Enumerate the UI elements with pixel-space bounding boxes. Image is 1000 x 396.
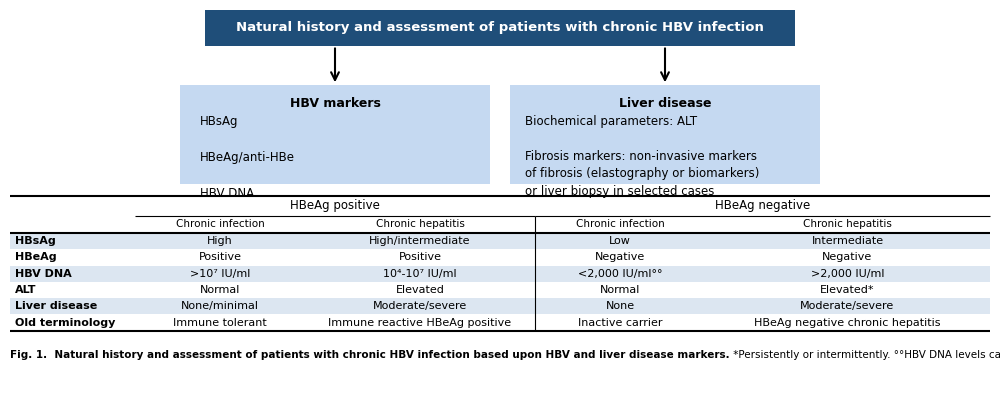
Text: HBeAg positive: HBeAg positive [290,199,380,212]
Text: Chronic infection: Chronic infection [176,219,264,229]
Text: HBV DNA: HBV DNA [15,269,72,279]
Text: Inactive carrier: Inactive carrier [578,318,662,327]
Text: 10⁴-10⁷ IU/ml: 10⁴-10⁷ IU/ml [383,269,457,279]
Text: HBeAg negative: HBeAg negative [715,199,810,212]
Text: Positive: Positive [399,252,442,263]
Text: Liver disease: Liver disease [15,301,97,311]
Text: HBeAg negative chronic hepatitis: HBeAg negative chronic hepatitis [754,318,941,327]
Text: >2,000 IU/ml: >2,000 IU/ml [811,269,884,279]
Text: Elevated*: Elevated* [820,285,875,295]
Text: Moderate/severe: Moderate/severe [373,301,467,311]
Text: HBsAg: HBsAg [15,236,56,246]
Text: Natural history and assessment of patients with chronic HBV infection: Natural history and assessment of patien… [236,21,764,34]
Text: HBsAg

HBeAg/anti-HBe

HBV DNA: HBsAg HBeAg/anti-HBe HBV DNA [200,115,295,200]
Text: Elevated: Elevated [396,285,444,295]
Text: Liver disease: Liver disease [619,97,711,110]
Text: None/minimal: None/minimal [181,301,259,311]
Text: None: None [605,301,635,311]
Bar [10,233,990,249]
Text: Fig. 1.  Natural history and assessment of patients with chronic HBV infection b: Fig. 1. Natural history and assessment o… [10,350,730,360]
Text: High: High [207,236,233,246]
Bar [180,85,490,184]
Text: Positive: Positive [198,252,242,263]
Bar [10,266,990,282]
Text: Chronic infection: Chronic infection [576,219,664,229]
Text: Low: Low [609,236,631,246]
Text: *Persistently or intermittently. °°HBV DNA levels can be between 2,000 and 20,00: *Persistently or intermittently. °°HBV D… [730,350,1000,360]
Text: HBV markers: HBV markers [290,97,380,110]
Text: Chronic hepatitis: Chronic hepatitis [376,219,464,229]
Text: Immune reactive HBeAg positive: Immune reactive HBeAg positive [328,318,512,327]
Bar [205,10,795,46]
Text: Negative: Negative [822,252,873,263]
Text: Normal: Normal [200,285,240,295]
Text: ALT: ALT [15,285,36,295]
Text: Chronic hepatitis: Chronic hepatitis [803,219,892,229]
Text: Moderate/severe: Moderate/severe [800,301,895,311]
Text: Negative: Negative [595,252,645,263]
Bar [10,298,990,314]
Text: Immune tolerant: Immune tolerant [173,318,267,327]
Text: <2,000 IU/ml°°: <2,000 IU/ml°° [578,269,662,279]
Text: >10⁷ IU/ml: >10⁷ IU/ml [190,269,250,279]
Text: HBeAg: HBeAg [15,252,57,263]
Text: Intermediate: Intermediate [811,236,884,246]
Text: Normal: Normal [600,285,640,295]
Text: High/intermediate: High/intermediate [369,236,471,246]
Text: Old terminology: Old terminology [15,318,115,327]
Text: Biochemical parameters: ALT

Fibrosis markers: non-invasive markers
of fibrosis : Biochemical parameters: ALT Fibrosis mar… [525,115,759,198]
Bar [510,85,820,184]
